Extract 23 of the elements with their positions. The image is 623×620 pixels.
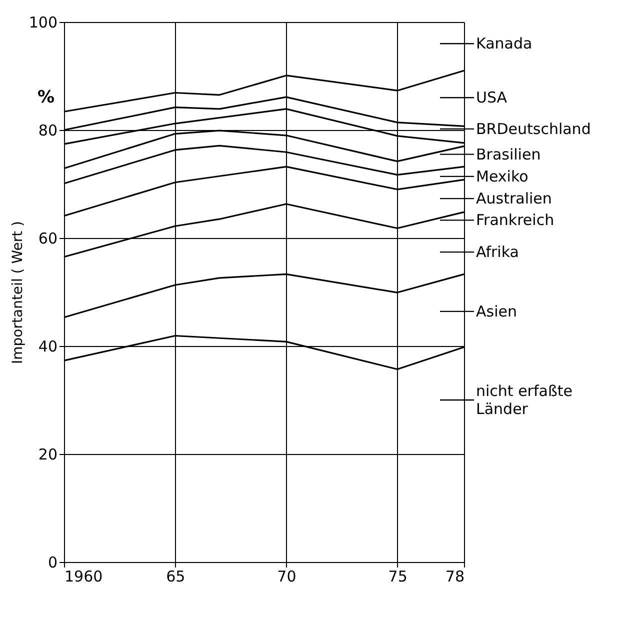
y-tick-label: 60 bbox=[38, 230, 58, 248]
text: Afrika bbox=[476, 243, 519, 262]
y-tick-label: 0 bbox=[48, 554, 58, 572]
y-axis-title: Importanteil ( Wert ) bbox=[10, 221, 26, 364]
y-tick-label: 100 bbox=[28, 14, 58, 32]
x-tick-label: 75 bbox=[388, 568, 408, 586]
x-tick-label: 65 bbox=[166, 568, 186, 586]
text: Australien bbox=[476, 190, 552, 208]
x-tick-label: 1960 bbox=[64, 568, 103, 586]
text: Mexiko bbox=[476, 167, 528, 186]
text: BRDeutschland bbox=[476, 120, 591, 138]
x-tick-label: 70 bbox=[277, 568, 296, 586]
y-tick-label: 80 bbox=[38, 122, 58, 140]
text: Asien bbox=[476, 302, 517, 320]
text: Frankreich bbox=[476, 211, 554, 230]
y-tick-label: 40 bbox=[38, 338, 58, 356]
text: Kanada bbox=[476, 34, 532, 53]
text: USA bbox=[476, 88, 508, 107]
text: Brasilien bbox=[476, 145, 541, 164]
y-tick-label: 20 bbox=[38, 446, 58, 464]
x-tick-label: 78 bbox=[445, 568, 464, 586]
text: % bbox=[37, 88, 55, 108]
text: nicht erfaßte Länder bbox=[476, 382, 573, 418]
